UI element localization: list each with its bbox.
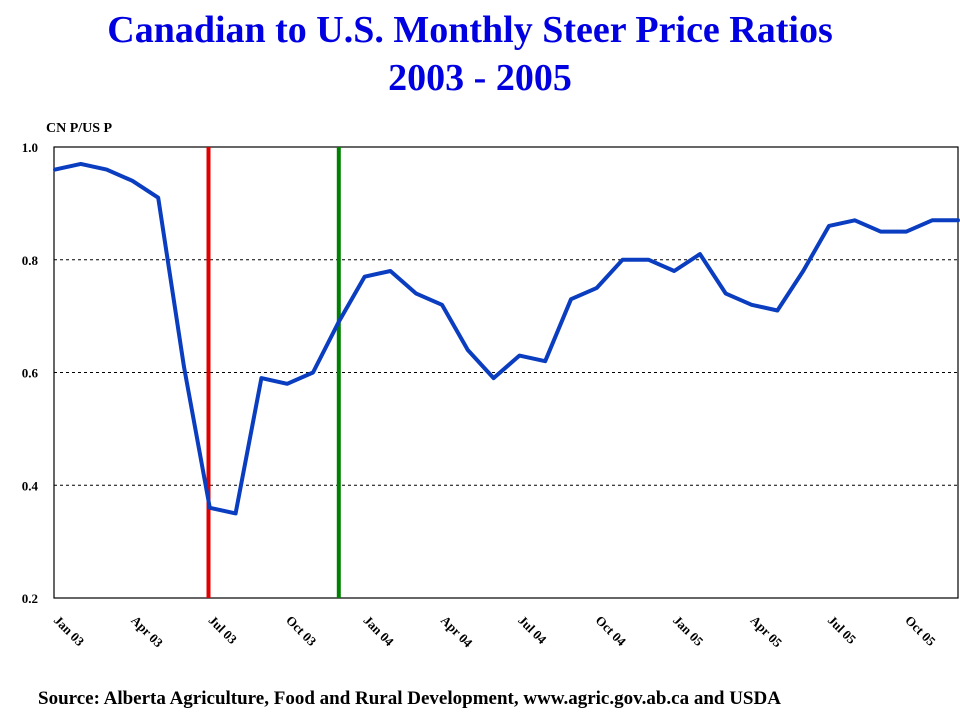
x-tick-label: Jan 03 <box>51 613 88 650</box>
x-tick-label: Oct 05 <box>902 613 939 650</box>
data-point <box>388 269 392 273</box>
data-point <box>79 162 83 166</box>
data-point <box>775 308 779 312</box>
chart-subtitle: 2003 - 2005 <box>388 57 572 99</box>
data-point <box>569 297 573 301</box>
x-tick-label: Apr 04 <box>438 613 476 651</box>
data-point <box>440 303 444 307</box>
data-point <box>53 168 57 172</box>
series-line <box>53 161 960 516</box>
data-point <box>672 269 676 273</box>
x-tick-label: Apr 03 <box>128 613 166 651</box>
x-tick-label: Jul 03 <box>206 613 241 648</box>
data-point <box>492 376 496 380</box>
data-point <box>182 365 186 369</box>
x-tick-label: Oct 03 <box>283 613 320 650</box>
data-point <box>285 382 289 386</box>
data-point <box>724 292 728 296</box>
chart-title: Canadian to U.S. Monthly Steer Price Rat… <box>107 9 833 51</box>
y-tick-label: 0.8 <box>22 253 39 268</box>
data-point <box>414 292 418 296</box>
source-note: Source: Alberta Agriculture, Food and Ru… <box>38 688 781 709</box>
data-point <box>827 224 831 228</box>
data-point <box>234 511 238 515</box>
y-axis-label: CN P/US P <box>46 121 113 136</box>
data-point <box>337 320 341 324</box>
data-point <box>259 376 263 380</box>
x-tick-label: Apr 05 <box>747 613 785 651</box>
data-point <box>543 359 547 363</box>
data-point <box>904 230 908 234</box>
data-point <box>879 230 883 234</box>
data-point <box>311 371 315 374</box>
data-point <box>363 275 367 279</box>
y-tick-label: 0.6 <box>22 366 39 381</box>
data-point <box>698 252 702 256</box>
x-tick-label: Jul 04 <box>515 613 550 648</box>
data-point <box>801 269 805 273</box>
data-point <box>853 218 857 222</box>
data-point <box>130 179 134 183</box>
x-tick-label: Jan 04 <box>360 613 397 650</box>
data-point <box>621 258 625 262</box>
plot-area <box>53 146 959 599</box>
data-point <box>208 506 212 510</box>
data-point <box>517 354 521 358</box>
y-tick-label: 0.4 <box>22 478 39 493</box>
data-point <box>750 303 754 307</box>
y-tick-label: 1.0 <box>22 140 38 155</box>
data-point <box>105 168 109 172</box>
x-tick-label: Oct 04 <box>593 613 630 650</box>
x-tick-label: Jul 05 <box>825 613 860 648</box>
data-point <box>595 286 599 290</box>
data-point <box>466 348 470 352</box>
data-point <box>646 258 650 262</box>
data-point <box>956 218 960 222</box>
data-point <box>930 218 934 222</box>
x-tick-label: Jan 05 <box>670 613 707 650</box>
y-tick-label: 0.2 <box>22 591 38 606</box>
data-point <box>156 196 160 200</box>
